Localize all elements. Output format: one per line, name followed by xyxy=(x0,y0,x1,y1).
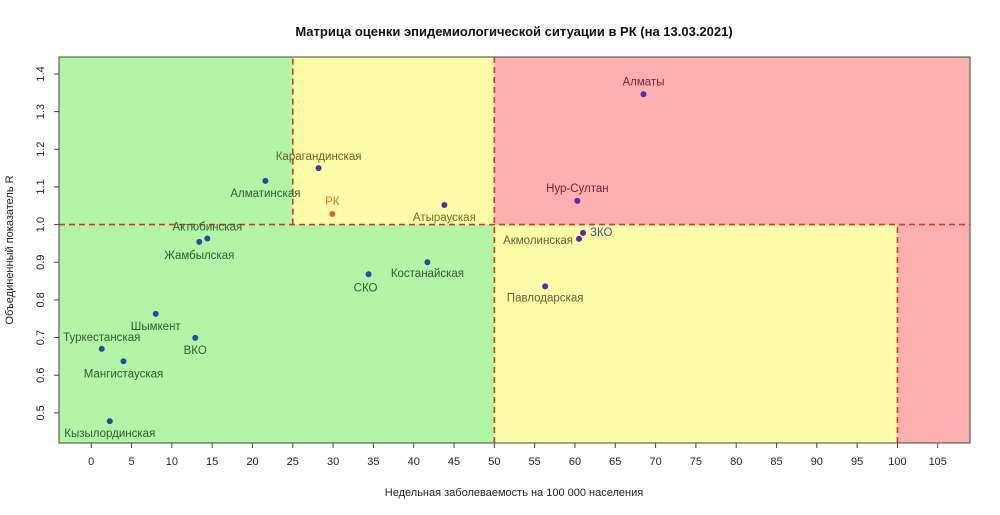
x-axis-label: Недельная заболеваемость на 100 000 насе… xyxy=(385,487,643,499)
zone-0 xyxy=(59,224,495,443)
x-tick-label-0: 0 xyxy=(88,456,94,468)
x-tick-label-105: 105 xyxy=(929,456,947,468)
data-point-label-1: Нур-Султан xyxy=(546,183,609,195)
y-tick-label-9: 1.4 xyxy=(35,66,47,81)
zone-5 xyxy=(494,57,970,225)
data-point-label-12: Костанайская xyxy=(391,268,464,280)
x-tick-label-50: 50 xyxy=(488,456,500,468)
data-point-label-5: Атырауская xyxy=(413,212,476,224)
data-point-14 xyxy=(192,334,199,341)
data-point-1 xyxy=(574,197,581,204)
data-point-label-16: Мангистауская xyxy=(84,368,164,380)
x-tick-label-20: 20 xyxy=(246,456,258,468)
x-tick-label-95: 95 xyxy=(851,456,863,468)
data-point-label-4: Павлодарская xyxy=(507,292,584,304)
data-point-label-14: ВКО xyxy=(184,345,207,357)
y-tick-label-3: 0.8 xyxy=(35,292,47,307)
data-point-13 xyxy=(152,310,159,317)
data-point-12 xyxy=(424,259,431,266)
x-tick-label-70: 70 xyxy=(649,456,661,468)
y-tick-label-2: 0.7 xyxy=(35,330,47,345)
y-axis-label: Объединенный показатель R xyxy=(4,175,16,324)
y-tick-label-4: 0.9 xyxy=(35,255,47,270)
x-tick-label-55: 55 xyxy=(529,456,541,468)
zone-4 xyxy=(897,224,970,443)
x-tick-label-60: 60 xyxy=(569,456,581,468)
data-point-label-11: СКО xyxy=(354,282,378,294)
data-point-0 xyxy=(640,91,647,98)
zone-3 xyxy=(494,224,898,443)
zones-layer xyxy=(59,57,970,443)
data-point-7 xyxy=(329,211,336,218)
data-point-label-17: Кызылординская xyxy=(64,428,155,440)
x-tick-label-75: 75 xyxy=(690,456,702,468)
data-point-15 xyxy=(98,345,105,352)
data-point-6 xyxy=(315,165,322,172)
data-point-8 xyxy=(262,177,269,184)
x-tick-label-90: 90 xyxy=(811,456,823,468)
data-point-11 xyxy=(365,271,372,278)
data-point-label-3: Акмолинская xyxy=(503,235,573,247)
threshold-lines-layer xyxy=(59,57,970,443)
data-point-16 xyxy=(120,358,127,365)
x-tick-label-40: 40 xyxy=(408,456,420,468)
x-tick-label-35: 35 xyxy=(367,456,379,468)
zone-2 xyxy=(292,57,495,225)
y-tick-label-5: 1.0 xyxy=(35,217,47,232)
x-tick-label-5: 5 xyxy=(128,456,134,468)
y-tick-label-1: 0.6 xyxy=(35,368,47,383)
data-point-17 xyxy=(106,418,113,425)
data-point-label-6: Карагандинская xyxy=(276,151,362,163)
x-tick-label-65: 65 xyxy=(609,456,621,468)
y-tick-label-6: 1.1 xyxy=(35,179,47,194)
point-labels-layer: Алматы Нур-Султан ЗКО Акмолинская Павлодарск… xyxy=(63,76,664,440)
data-point-label-7: РК xyxy=(325,196,340,208)
y-axis: 0.5 0.6 0.7 0.8 0.9 1.0 1.1 1.2 1.3 1.4 xyxy=(35,66,59,421)
x-tick-label-30: 30 xyxy=(327,456,339,468)
data-point-label-2: ЗКО xyxy=(590,227,613,239)
y-tick-label-0: 0.5 xyxy=(35,405,47,420)
data-point-label-15: Туркестанская xyxy=(63,332,140,344)
data-point-10 xyxy=(196,238,203,245)
data-point-2 xyxy=(580,229,587,236)
zone-1 xyxy=(59,57,293,225)
x-axis: 0 5 10 15 20 25 30 35 40 45 50 55 60 65 70 75 80 85 90 95 10… xyxy=(88,443,947,468)
x-tick-label-25: 25 xyxy=(287,456,299,468)
x-tick-label-100: 100 xyxy=(888,456,906,468)
x-tick-label-45: 45 xyxy=(448,456,460,468)
x-tick-label-10: 10 xyxy=(166,456,178,468)
data-point-3 xyxy=(575,235,582,242)
x-tick-label-85: 85 xyxy=(770,456,782,468)
data-point-4 xyxy=(542,283,549,290)
data-point-label-13: Шымкент xyxy=(131,321,182,333)
data-point-label-0: Алматы xyxy=(623,76,665,88)
x-tick-label-80: 80 xyxy=(730,456,742,468)
data-point-5 xyxy=(441,201,448,208)
x-tick-label-15: 15 xyxy=(206,456,218,468)
data-point-label-9: Актюбинская xyxy=(172,222,242,234)
y-tick-label-8: 1.3 xyxy=(35,104,47,119)
y-tick-label-7: 1.2 xyxy=(35,142,47,157)
points-layer xyxy=(98,91,647,425)
data-point-9 xyxy=(204,235,211,242)
data-point-label-10: Жамбылская xyxy=(164,250,234,262)
data-point-label-8: Алматинская xyxy=(230,188,300,200)
plot-frame xyxy=(58,56,971,444)
chart-title: Матрица оценки эпидемиологической ситуац… xyxy=(295,24,732,39)
